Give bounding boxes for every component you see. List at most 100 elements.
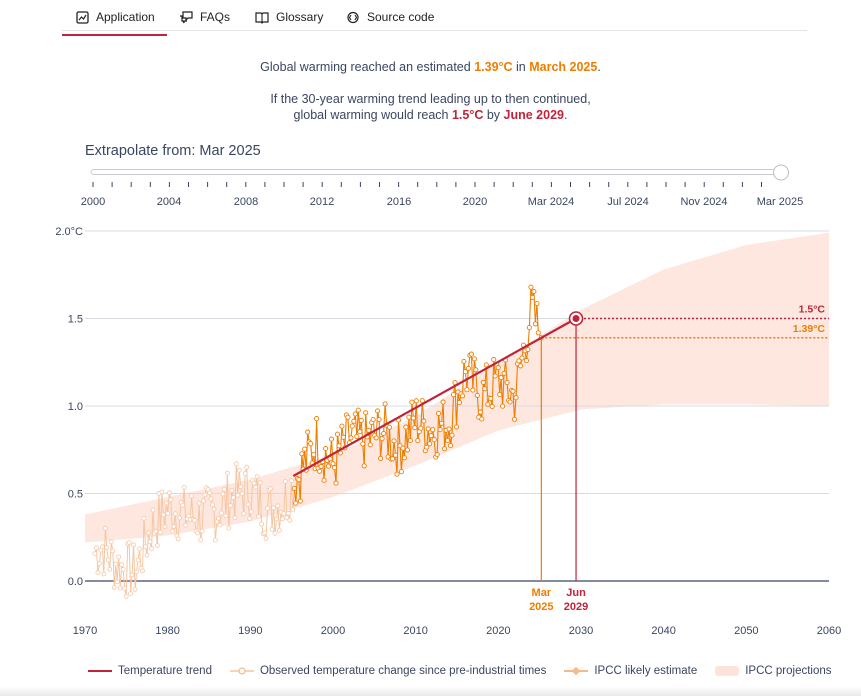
target-warming-value: 1.5°C: [451, 108, 484, 122]
observed-point-faded: [265, 505, 270, 511]
observed-point-faded: [198, 537, 204, 543]
observed-point: [317, 468, 323, 474]
tab-source-code-label: Source code: [367, 10, 435, 24]
observed-point-faded: [224, 470, 230, 476]
y-tick-label: 0.5: [68, 489, 83, 501]
x-axis: 1970 1980 1990 2000 2010 2020 2030 2040 2050 2060: [73, 625, 841, 637]
slider-tick-label: 2000: [81, 196, 105, 208]
tab-glossary-label: Glossary: [276, 10, 324, 24]
observed-point: [367, 442, 373, 448]
legend-item-band[interactable]: IPCC projections: [715, 665, 832, 677]
observed-point: [516, 358, 522, 364]
observed-point-faded: [254, 474, 260, 480]
observed-point: [424, 444, 430, 450]
observed-point: [373, 435, 379, 441]
observed-point: [525, 346, 531, 353]
tab-faqs[interactable]: FAQs: [179, 6, 230, 28]
observed-point-faded: [244, 464, 250, 470]
observed-point: [449, 432, 455, 438]
observed-point-faded: [218, 510, 224, 516]
observed-point-faded: [180, 502, 186, 508]
tab-source-code[interactable]: Source code: [346, 6, 434, 28]
legend: Temperature trend Observed temperature c…: [88, 662, 832, 680]
observed-point-faded: [226, 525, 232, 531]
observed-point: [333, 480, 339, 486]
observed-point-faded: [95, 570, 101, 576]
observed-point-faded: [147, 539, 153, 545]
legend-item-likely[interactable]: IPCC likely estimate: [564, 665, 697, 677]
y-tick-label: 1.0: [68, 401, 83, 413]
x-tick-label: 1990: [238, 625, 262, 637]
observed-point-faded: [175, 536, 181, 542]
legend-item-trend[interactable]: Temperature trend: [88, 665, 212, 677]
observed-point: [529, 294, 535, 300]
extrapolate-slider[interactable]: 2000 2004 2008 2012 2016 2020 Mar 2024 Jul 2024…: [0, 160, 861, 215]
x-tick-label: 2060: [817, 625, 841, 637]
observed-point-faded: [122, 585, 128, 591]
observed-point-faded: [272, 530, 278, 536]
observed-point: [492, 373, 498, 379]
headline-projection: If the 30-year warming trend leading up …: [0, 91, 861, 123]
band-swatch-icon: [715, 666, 740, 676]
observed-point: [473, 367, 479, 373]
observed-point: [446, 426, 452, 432]
observed-point: [358, 417, 364, 423]
observed-point-faded: [230, 495, 236, 500]
observed-point: [437, 427, 443, 433]
observed-point: [415, 437, 421, 444]
observed-point-faded: [107, 566, 113, 572]
observed-point: [376, 416, 382, 423]
observed-point: [297, 498, 303, 504]
observed-point-faded: [262, 530, 268, 536]
observed-point-faded: [284, 515, 290, 521]
observed-point-faded: [189, 493, 195, 499]
slider-handle[interactable]: [773, 164, 789, 181]
observed-point: [485, 401, 491, 407]
observed-point: [465, 365, 471, 371]
headline-text: Global warming reached an estimated: [260, 60, 475, 74]
observed-point: [421, 418, 427, 424]
observed-point-faded: [235, 492, 241, 498]
observed-point-faded: [141, 515, 147, 521]
observed-point: [480, 379, 486, 385]
slider-tick-label: Jul 2024: [607, 196, 649, 208]
observed-point: [375, 408, 381, 414]
observed-point-faded: [94, 545, 99, 551]
trend-endpoint-dot: [572, 315, 580, 322]
observed-point-faded: [132, 586, 138, 592]
observed-point-faded: [153, 528, 159, 534]
observed-point-faded: [217, 522, 223, 528]
observed-point: [370, 417, 376, 423]
observed-point-faded: [201, 498, 206, 504]
observed-point: [382, 401, 388, 407]
observed-point: [331, 465, 338, 471]
observed-point: [442, 446, 448, 452]
observed-point-faded: [196, 500, 202, 506]
observed-point: [459, 393, 466, 399]
tab-application[interactable]: Application: [62, 6, 167, 36]
observed-point: [535, 330, 541, 336]
observed-point-faded: [149, 546, 154, 552]
observed-point-faded: [192, 517, 198, 523]
observed-point: [491, 357, 497, 363]
observed-point-faded: [253, 484, 259, 490]
tab-glossary[interactable]: Glossary: [255, 6, 323, 28]
x-tick-label: 2010: [403, 625, 427, 637]
observed-point-faded: [119, 562, 125, 568]
observed-point-faded: [199, 528, 205, 534]
observed-point: [501, 370, 507, 376]
headline-text: global warming would reach: [293, 108, 452, 122]
observed-point: [534, 300, 540, 307]
observed-point: [334, 431, 341, 437]
observed-point-faded: [288, 478, 294, 484]
observed-point-faded: [207, 490, 212, 496]
x-tick-label: 1970: [73, 625, 97, 637]
observed-point: [352, 411, 358, 417]
temperature-trend-line: [292, 317, 577, 477]
observed-point: [461, 358, 467, 364]
slider-track[interactable]: [90, 169, 782, 175]
observed-point: [430, 427, 436, 433]
legend-item-observed[interactable]: Observed temperature change since pre-in…: [229, 665, 546, 677]
marker-date-label: Jun: [566, 587, 586, 599]
observed-point: [354, 433, 360, 439]
